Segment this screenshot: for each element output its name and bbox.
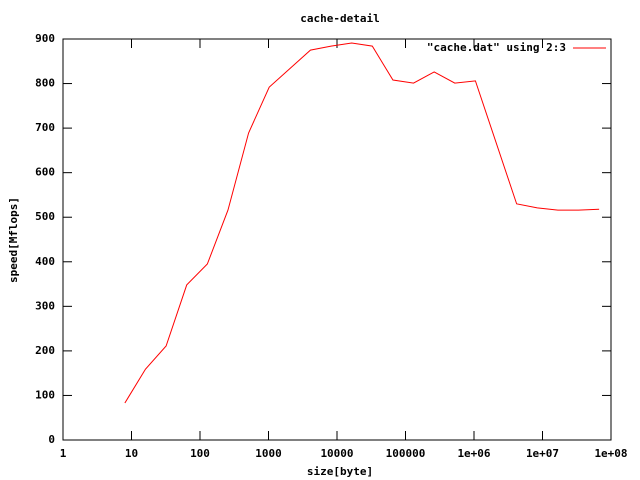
chart-title: cache-detail <box>300 12 379 25</box>
y-tick-label: 800 <box>35 77 55 90</box>
y-tick-label: 0 <box>48 433 55 446</box>
y-tick-label: 700 <box>35 121 55 134</box>
y-axis-label: speed[Mflops] <box>7 197 20 283</box>
x-tick-label: 1e+07 <box>526 447 559 460</box>
y-tick-label: 400 <box>35 255 55 268</box>
y-tick-label: 500 <box>35 210 55 223</box>
legend-label: "cache.dat" using 2:3 <box>427 41 566 54</box>
x-tick-label: 100000 <box>386 447 426 460</box>
y-tick-label: 100 <box>35 388 55 401</box>
x-tick-label: 10 <box>125 447 138 460</box>
x-tick-label: 1000 <box>255 447 282 460</box>
x-tick-label: 100 <box>190 447 210 460</box>
data-line <box>124 42 600 404</box>
x-tick-label: 1 <box>60 447 67 460</box>
x-tick-label: 1e+08 <box>594 447 627 460</box>
x-axis-label: size[byte] <box>307 465 373 478</box>
y-tick-label: 300 <box>35 299 55 312</box>
x-tick-label: 1e+06 <box>457 447 490 460</box>
y-tick-label: 200 <box>35 344 55 357</box>
y-tick-label: 900 <box>35 32 55 45</box>
y-tick-label: 600 <box>35 166 55 179</box>
x-tick-label: 10000 <box>320 447 353 460</box>
